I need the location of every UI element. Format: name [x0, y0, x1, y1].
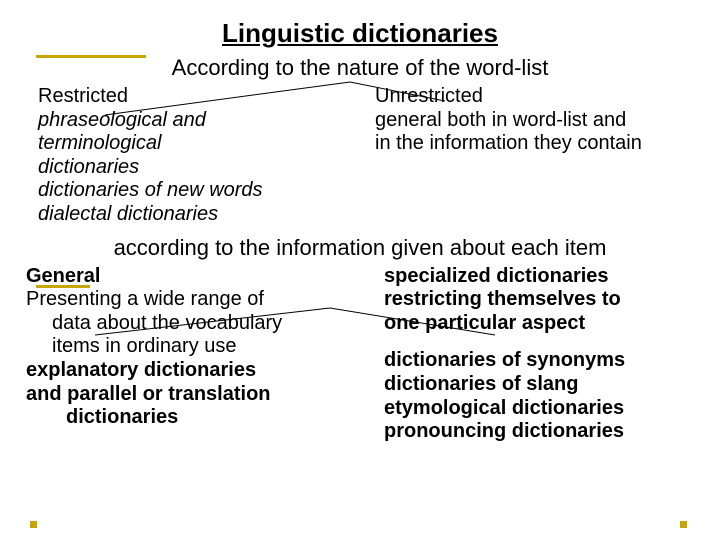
restricted-line: phraseological and	[38, 109, 357, 133]
accent-square	[680, 521, 687, 528]
upper-columns: Restricted phraseological and terminolog…	[26, 85, 694, 227]
specialized-example: dictionaries of slang	[384, 373, 694, 397]
subtitle-information: according to the information given about…	[26, 235, 694, 261]
specialized-example: etymological dictionaries	[384, 397, 694, 421]
slide-title: Linguistic dictionaries	[26, 18, 694, 49]
lower-columns: General Presenting a wide range of data …	[26, 265, 694, 444]
restricted-line: dialectal dictionaries	[38, 203, 357, 227]
specialized-example: pronouncing dictionaries	[384, 420, 694, 444]
specialized-example: dictionaries of synonyms	[384, 349, 694, 373]
general-line: Presenting a wide range of	[26, 288, 336, 312]
accent-line	[36, 285, 90, 288]
spacer	[384, 335, 694, 349]
restricted-line: dictionaries of new words	[38, 179, 357, 203]
general-example: and parallel or translation	[26, 383, 336, 407]
accent-square	[30, 521, 37, 528]
specialized-line: specialized dictionaries	[384, 265, 694, 289]
restricted-line: terminological	[38, 132, 357, 156]
upper-right-col: Unrestricted general both in word-list a…	[375, 85, 694, 227]
general-line: data about the vocabulary	[26, 312, 336, 336]
lower-right-col: specialized dictionaries restricting the…	[358, 265, 694, 444]
lower-left-col: General Presenting a wide range of data …	[26, 265, 336, 444]
unrestricted-line: general both in word-list and	[375, 109, 694, 133]
general-example: explanatory dictionaries	[26, 359, 336, 383]
restricted-line: dictionaries	[38, 156, 357, 180]
restricted-heading: Restricted	[38, 85, 357, 109]
unrestricted-heading: Unrestricted	[375, 85, 694, 109]
unrestricted-line: in the information they contain	[375, 132, 694, 156]
specialized-line: restricting themselves to	[384, 288, 694, 312]
general-line: items in ordinary use	[26, 335, 336, 359]
accent-line	[36, 55, 146, 58]
specialized-line: one particular aspect	[384, 312, 694, 336]
subtitle-wordlist: According to the nature of the word-list	[26, 55, 694, 81]
general-example: dictionaries	[26, 406, 336, 430]
slide: Linguistic dictionaries According to the…	[0, 0, 720, 540]
upper-left-col: Restricted phraseological and terminolog…	[26, 85, 357, 227]
